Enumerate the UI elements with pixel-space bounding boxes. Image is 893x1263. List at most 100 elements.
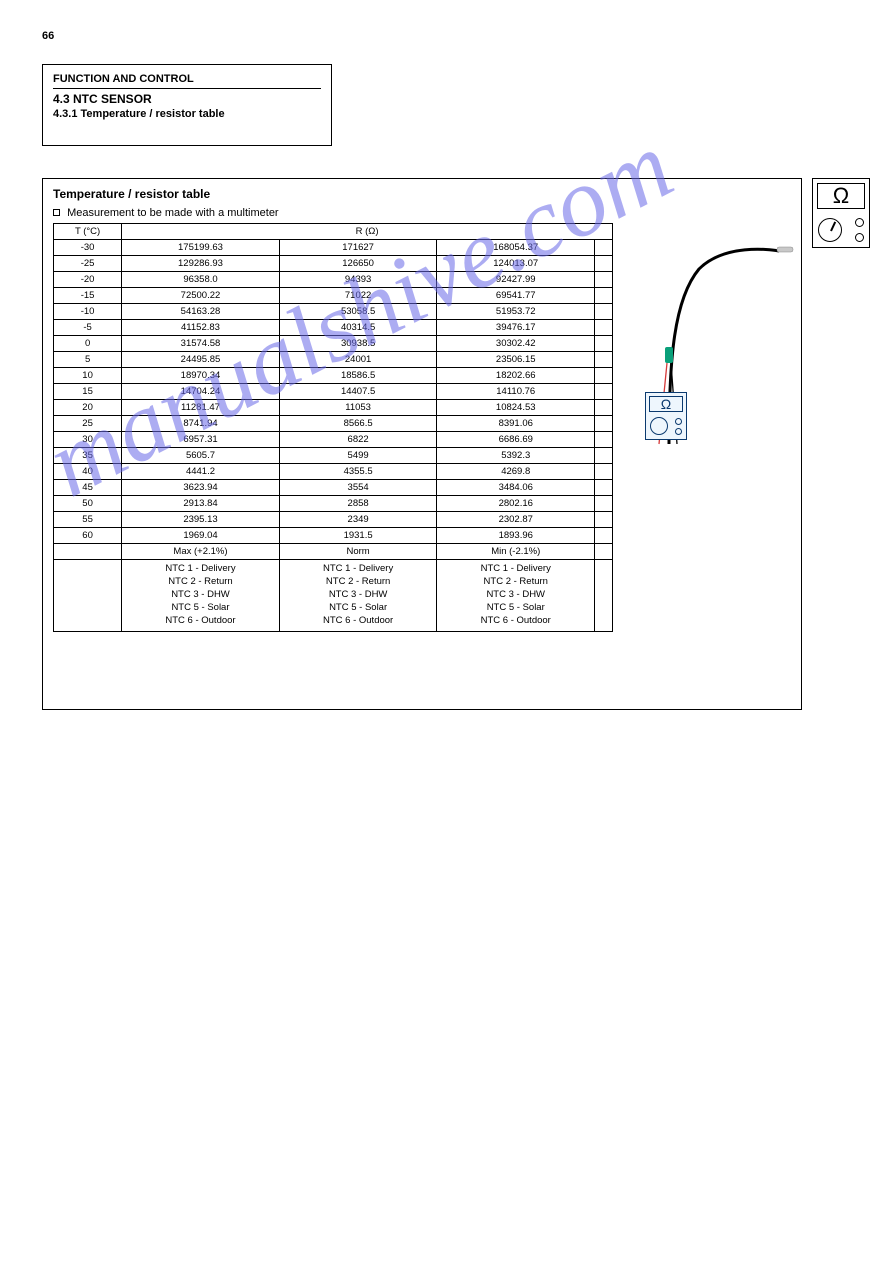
table-row: 404441.24355.54269.8 xyxy=(54,464,613,480)
table-cell: 4269.8 xyxy=(437,464,595,480)
table-cell: 20 xyxy=(54,400,122,416)
table-cell: 3554 xyxy=(279,480,437,496)
ohm-port xyxy=(855,233,864,242)
table-cell: 2858 xyxy=(279,496,437,512)
table-cell: 60 xyxy=(54,528,122,544)
table-head: T (°C) R (Ω) xyxy=(54,224,613,240)
mini-ohm-port xyxy=(675,418,682,425)
table-cell: 126650 xyxy=(279,256,437,272)
table-cell: 8391.06 xyxy=(437,416,595,432)
table-cell: 24001 xyxy=(279,352,437,368)
table-cell: 1969.04 xyxy=(122,528,280,544)
table-cell xyxy=(595,528,613,544)
table-cell: 40 xyxy=(54,464,122,480)
probe-diagram xyxy=(629,239,794,539)
table-cell: 92427.99 xyxy=(437,272,595,288)
table-cell: NTC 1 - Delivery NTC 2 - Return NTC 3 - … xyxy=(122,560,280,632)
table-cell: 71022 xyxy=(279,288,437,304)
bullet-text: Measurement to be made with a multimeter xyxy=(67,207,279,219)
table-cell: -25 xyxy=(54,256,122,272)
table-cell: 23506.15 xyxy=(437,352,595,368)
table-cell: Norm xyxy=(279,544,437,560)
table-cell: 2302.87 xyxy=(437,512,595,528)
mini-ohm-port xyxy=(675,428,682,435)
table-row: NTC 1 - Delivery NTC 2 - Return NTC 3 - … xyxy=(54,560,613,632)
table-row: -25129286.93126650124013.07 xyxy=(54,256,613,272)
table-cell: 94393 xyxy=(279,272,437,288)
table-cell: 2349 xyxy=(279,512,437,528)
ohm-port xyxy=(855,218,864,227)
table-cell xyxy=(595,320,613,336)
table-cell: 69541.77 xyxy=(437,288,595,304)
table-row: 502913.8428582802.16 xyxy=(54,496,613,512)
table-cell: -15 xyxy=(54,288,122,304)
table-cell xyxy=(595,288,613,304)
table-cell: 54163.28 xyxy=(122,304,280,320)
table-cell: 6957.31 xyxy=(122,432,280,448)
table-cell xyxy=(595,416,613,432)
table-cell: 18586.5 xyxy=(279,368,437,384)
title-main: 4.3 NTC SENSOR xyxy=(53,92,321,106)
table-cell: NTC 1 - Delivery NTC 2 - Return NTC 3 - … xyxy=(437,560,595,632)
table-row: 2011281.471105310824.53 xyxy=(54,400,613,416)
table-cell: 10 xyxy=(54,368,122,384)
table-cell: 45 xyxy=(54,480,122,496)
table-cell: 10824.53 xyxy=(437,400,595,416)
table-cell: 8741.94 xyxy=(122,416,280,432)
table-cell xyxy=(595,384,613,400)
table-cell: 6686.69 xyxy=(437,432,595,448)
table-cell xyxy=(595,336,613,352)
table-cell: 2802.16 xyxy=(437,496,595,512)
table-cell: 5605.7 xyxy=(122,448,280,464)
table-cell: 171627 xyxy=(279,240,437,256)
table-cell: -30 xyxy=(54,240,122,256)
table-cell: 41152.83 xyxy=(122,320,280,336)
ohmmeter-icon: Ω xyxy=(812,178,870,248)
table-cell xyxy=(595,352,613,368)
table-cell: -10 xyxy=(54,304,122,320)
table-cell: 31574.58 xyxy=(122,336,280,352)
table-cell xyxy=(54,544,122,560)
table-cell: 72500.22 xyxy=(122,288,280,304)
col-res: R (Ω) xyxy=(122,224,613,240)
table-cell xyxy=(595,400,613,416)
table-row: 306957.3168226686.69 xyxy=(54,432,613,448)
table-row: -1572500.227102269541.77 xyxy=(54,288,613,304)
table-cell xyxy=(595,480,613,496)
table-cell: 1893.96 xyxy=(437,528,595,544)
table-cell: 2913.84 xyxy=(122,496,280,512)
table-cell: 24495.85 xyxy=(122,352,280,368)
table-row: 552395.1323492302.87 xyxy=(54,512,613,528)
table-cell: 5392.3 xyxy=(437,448,595,464)
table-cell: 1931.5 xyxy=(279,528,437,544)
bullet-square-icon xyxy=(53,209,60,216)
title-section: FUNCTION AND CONTROL xyxy=(53,73,321,89)
table-row: 031574.5830938.530302.42 xyxy=(54,336,613,352)
table-cell: 5499 xyxy=(279,448,437,464)
col-temp: T (°C) xyxy=(54,224,122,240)
title-box: FUNCTION AND CONTROL 4.3 NTC SENSOR 4.3.… xyxy=(42,64,332,146)
table-cell xyxy=(595,304,613,320)
table-cell: 6822 xyxy=(279,432,437,448)
table-cell xyxy=(595,432,613,448)
table-cell xyxy=(595,240,613,256)
table-cell: 5 xyxy=(54,352,122,368)
table-cell: 51953.72 xyxy=(437,304,595,320)
table-cell xyxy=(595,448,613,464)
table-row: -2096358.09439392427.99 xyxy=(54,272,613,288)
table-row: -1054163.2853058.551953.72 xyxy=(54,304,613,320)
table-cell: 168054.37 xyxy=(437,240,595,256)
table-cell xyxy=(595,512,613,528)
table-cell: 55 xyxy=(54,512,122,528)
table-cell: 4441.2 xyxy=(122,464,280,480)
table-row: 453623.9435543484.06 xyxy=(54,480,613,496)
table-cell: 11053 xyxy=(279,400,437,416)
ohm-display: Ω xyxy=(817,183,865,209)
table-cell xyxy=(595,368,613,384)
table-cell: 30 xyxy=(54,432,122,448)
table-row: 355605.754995392.3 xyxy=(54,448,613,464)
table-cell xyxy=(595,272,613,288)
ohm-knob xyxy=(818,218,842,242)
table-cell: 2395.13 xyxy=(122,512,280,528)
table-cell: 39476.17 xyxy=(437,320,595,336)
